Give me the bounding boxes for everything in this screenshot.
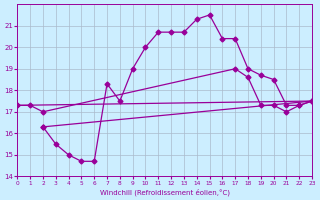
X-axis label: Windchill (Refroidissement éolien,°C): Windchill (Refroidissement éolien,°C) bbox=[100, 188, 230, 196]
